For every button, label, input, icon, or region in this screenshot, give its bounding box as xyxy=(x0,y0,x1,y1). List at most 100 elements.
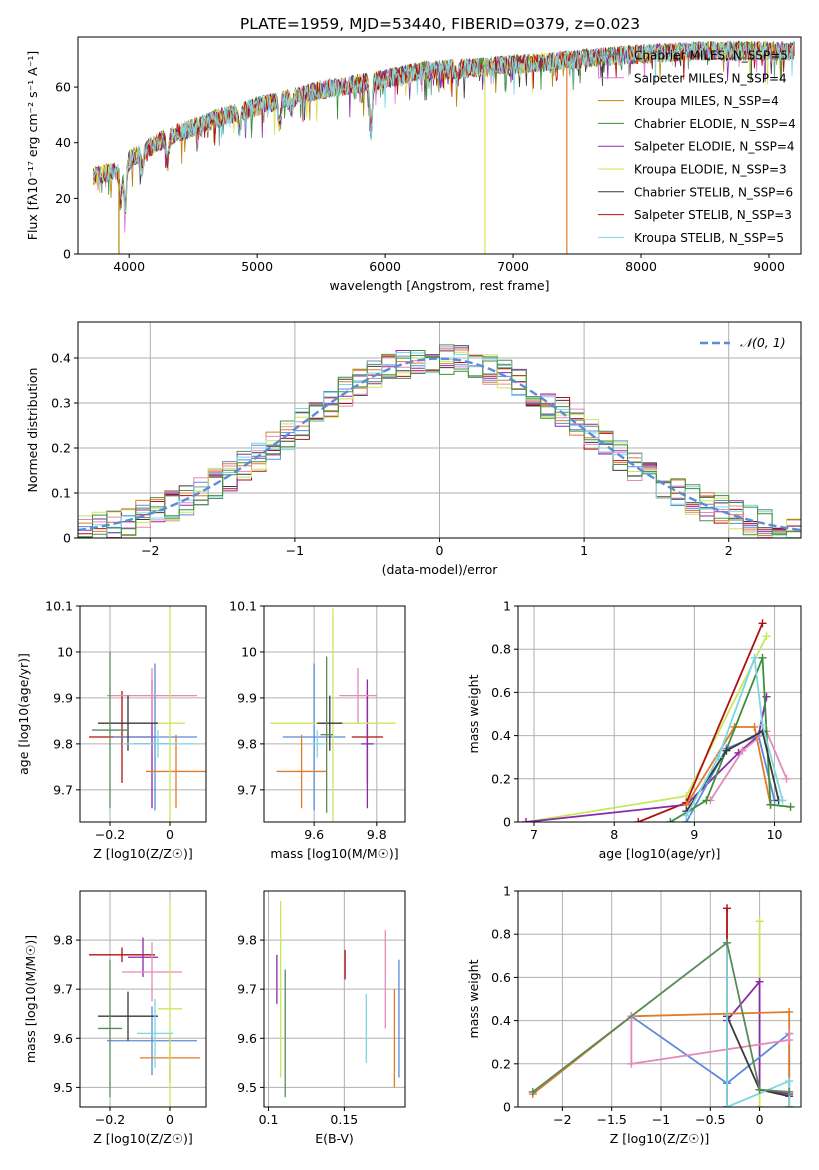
mass-weight-marker xyxy=(723,904,732,913)
mass-weight-line xyxy=(532,941,790,1093)
y-tick-label: 10.1 xyxy=(45,599,73,614)
y-tick-label: 0.2 xyxy=(51,441,71,456)
mass-weight-line xyxy=(525,635,768,822)
mass-weight-marker xyxy=(682,811,691,820)
y-tick-label: 1 xyxy=(503,884,511,899)
plot-area xyxy=(270,608,396,822)
y-tick-label: 0 xyxy=(63,247,71,262)
x-tick-label: 9.6 xyxy=(304,827,324,842)
x-axis-label: wavelength [Angstrom, rest frame] xyxy=(329,278,549,293)
y-axis-label: Flux [fλ10⁻¹⁷ erg cm⁻² s⁻¹ A⁻¹] xyxy=(25,51,40,240)
x-tick-label: −1 xyxy=(652,1112,670,1127)
y-tick-label: 9.8 xyxy=(237,736,257,751)
y-tick-label: 0.1 xyxy=(51,486,71,501)
mass-weight-marker xyxy=(785,1007,794,1016)
x-tick-label: 0.1 xyxy=(259,1112,279,1127)
plot-layer: 4000 5000 6000 7000 8000 90000204060wavelengt… xyxy=(16,36,802,1146)
mass-weight-line xyxy=(637,622,764,822)
mass-weight-marker xyxy=(762,632,771,641)
x-axis-label: mass [log10(M/M☉)] xyxy=(270,846,398,861)
x-tick-label: 2 xyxy=(725,543,733,558)
y-tick-label: 40 xyxy=(55,135,71,150)
y-axis-label: age [log10(age/yr)] xyxy=(16,653,31,775)
y-tick-label: 0.8 xyxy=(491,927,511,942)
mass-weight-marker xyxy=(666,818,675,822)
histogram-step xyxy=(78,344,801,538)
x-tick-label: 7000 xyxy=(497,259,529,274)
x-tick-label: −0.5 xyxy=(695,1112,725,1127)
x-axis-label: E(B-V) xyxy=(315,1131,354,1146)
x-tick-label: 7 xyxy=(530,827,538,842)
x-axis-label: Z [log10(Z/Z☉)] xyxy=(93,1131,193,1146)
mass-weight-marker xyxy=(714,753,723,762)
x-tick-label: 0 xyxy=(436,543,444,558)
axes-frame xyxy=(263,605,406,823)
x-axis-label: Z [log10(Z/Z☉)] xyxy=(93,846,193,861)
chart-spectrum: 4000 5000 6000 7000 8000 9000 0 20 40 60 wavelengt… xyxy=(25,36,802,293)
y-tick-label: 0 xyxy=(503,1100,511,1115)
mass-weight-marker xyxy=(755,917,764,926)
spectrum-line xyxy=(93,40,795,214)
mass-weight-marker xyxy=(723,938,732,947)
mass-weight-marker xyxy=(785,1103,794,1107)
y-tick-label: 0.3 xyxy=(51,396,71,411)
x-tick-label: −2 xyxy=(141,543,159,558)
mass-weight-marker xyxy=(738,746,747,755)
chart-mass_vs_Z: −0.2 0 9.5 9.6 9.7 9.8 Z [log10(Z/Z☉)] mass [lo… xyxy=(23,890,207,1146)
x-tick-label: 9.8 xyxy=(367,827,387,842)
x-tick-label: 9 xyxy=(690,827,698,842)
mass-weight-marker xyxy=(627,1059,636,1068)
legend-label: 𝒩(0, 1) xyxy=(740,335,786,350)
mass-weight-line xyxy=(685,726,772,806)
y-tick-label: 9.5 xyxy=(53,1080,73,1095)
chart-mass_vs_ebv: 0.1 0.15 9.5 9.6 9.7 9.8 E(B-V) xyxy=(237,890,406,1146)
histogram-step xyxy=(78,350,801,538)
plot-area xyxy=(528,904,794,1107)
mass-weight-marker xyxy=(755,1103,764,1107)
x-tick-label: −0.2 xyxy=(95,827,125,842)
y-tick-label: 0.4 xyxy=(51,351,71,366)
mass-weight-marker xyxy=(758,619,767,628)
mass-weight-marker xyxy=(722,746,731,755)
mass-weight-line xyxy=(709,729,788,801)
y-tick-label: 0.6 xyxy=(491,970,511,985)
y-tick-label: 20 xyxy=(55,191,71,206)
x-axis-label: (data-model)/error xyxy=(382,562,499,577)
normal-curve xyxy=(78,357,801,532)
chart-massweight_vs_age: 7 8 9 10 0 0.2 0.4 0.6 0.8 1 age [log10(age/yr)] ma… xyxy=(466,599,802,861)
legend-label: Salpeter STELIB, N_SSP=3 xyxy=(634,208,792,222)
x-tick-label: 0 xyxy=(166,1112,174,1127)
x-tick-label: 4000 xyxy=(113,259,145,274)
mass-weight-marker xyxy=(785,1029,794,1038)
y-tick-label: 9.6 xyxy=(53,1031,73,1046)
mass-weight-marker xyxy=(723,1103,732,1107)
y-tick-label: 1 xyxy=(503,599,511,614)
mass-weight-marker xyxy=(778,796,787,805)
mass-weight-marker xyxy=(786,802,795,811)
mass-weight-marker xyxy=(750,653,759,662)
mass-weight-marker xyxy=(785,1087,794,1096)
y-tick-label: 10 xyxy=(57,644,73,659)
x-tick-label: 0 xyxy=(166,827,174,842)
x-tick-label: −1 xyxy=(286,543,304,558)
mass-weight-marker xyxy=(782,774,791,783)
mass-weight-marker xyxy=(755,1085,764,1094)
y-tick-label: 9.8 xyxy=(53,933,73,948)
chart-residuals: −2 −1 0 1 2 0 0.1 0.2 0.3 0.4 (data-model)/error No… xyxy=(25,321,802,577)
y-tick-label: 10 xyxy=(241,644,257,659)
y-tick-label: 0.4 xyxy=(491,728,511,743)
mass-weight-marker xyxy=(528,1087,537,1096)
x-tick-label: 9000 xyxy=(753,259,785,274)
y-tick-label: 9.7 xyxy=(237,782,257,797)
chart-age_vs_mass: 9.6 9.8 9.7 9.8 9.9 10 10.1 mass [log10(M/M☉)] xyxy=(229,599,406,861)
y-tick-label: 0.6 xyxy=(491,685,511,700)
plot-area xyxy=(276,900,400,1098)
y-tick-label: 0.2 xyxy=(491,1056,511,1071)
y-tick-label: 9.5 xyxy=(237,1080,257,1095)
y-axis-label: mass weight xyxy=(466,959,481,1038)
chart-massweight_vs_Z: −2 −1.5 −1 −0.5 0 0 0.2 0.4 0.6 0.8 1 Z [log10(Z/Z☉… xyxy=(466,884,802,1146)
spectrum-line xyxy=(93,40,795,213)
y-tick-label: 60 xyxy=(55,80,71,95)
plot-area xyxy=(89,608,206,822)
